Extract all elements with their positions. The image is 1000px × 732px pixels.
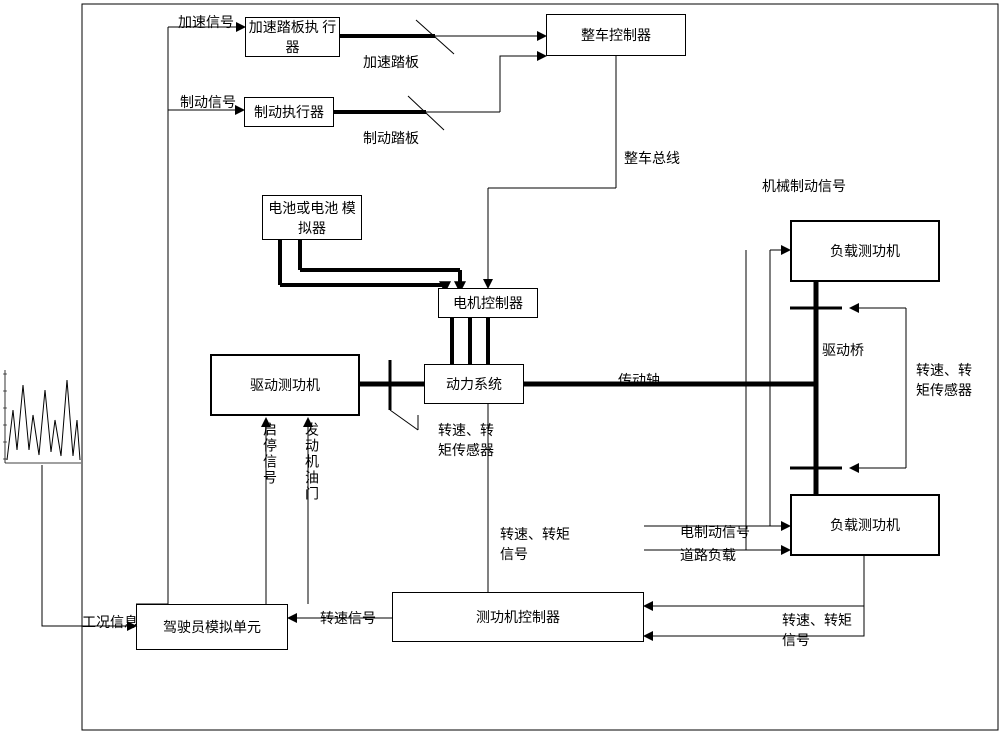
label-engine-throttle: 发动机油门 bbox=[300, 422, 320, 502]
label-drive-axle: 驱动桥 bbox=[822, 340, 864, 360]
driver-sim: 驾驶员模拟单元 bbox=[136, 604, 288, 650]
signal-waveform bbox=[3, 370, 81, 465]
load-dyno-bot: 负载测功机 bbox=[790, 494, 940, 556]
label-e-brake: 电制动信号 bbox=[680, 522, 750, 542]
label-rpm-signal: 转速信号 bbox=[320, 608, 376, 628]
brake-actuator: 制动执行器 bbox=[244, 97, 334, 127]
vehicle-controller: 整车控制器 bbox=[546, 14, 686, 56]
label-accel-signal: 加速信号 bbox=[178, 12, 234, 32]
label-work-info: 工况信息 bbox=[82, 612, 138, 632]
accel-pedal-actuator: 加速踏板执 行器 bbox=[245, 17, 340, 57]
label-road-load: 道路负载 bbox=[680, 545, 736, 565]
power-system: 动力系统 bbox=[424, 364, 524, 404]
label-brake-pedal: 制动踏板 bbox=[363, 128, 419, 148]
battery-sim: 电池或电池 模拟器 bbox=[262, 195, 362, 240]
label-mech-brake: 机械制动信号 bbox=[762, 176, 846, 196]
label-rpm-torque-r: 转速、转矩 信号 bbox=[782, 610, 852, 650]
label-sensor-center: 转速、转 矩传感器 bbox=[438, 420, 494, 460]
dyno-controller: 测功机控制器 bbox=[392, 592, 644, 642]
load-dyno-top: 负载测功机 bbox=[790, 220, 940, 282]
label-sensor-right: 转速、转 矩传感器 bbox=[916, 360, 972, 400]
label-rpm-torque-sig: 转速、转矩 信号 bbox=[500, 524, 570, 564]
motor-controller: 电机控制器 bbox=[438, 288, 538, 318]
label-drive-shaft: 传动轴 bbox=[618, 370, 660, 390]
label-brake-signal: 制动信号 bbox=[180, 92, 236, 112]
label-stop-signal: 启停信号 bbox=[258, 422, 278, 486]
label-accel-pedal: 加速踏板 bbox=[363, 52, 419, 72]
label-vehicle-bus: 整车总线 bbox=[624, 148, 680, 168]
drive-dyno: 驱动测功机 bbox=[210, 354, 360, 416]
